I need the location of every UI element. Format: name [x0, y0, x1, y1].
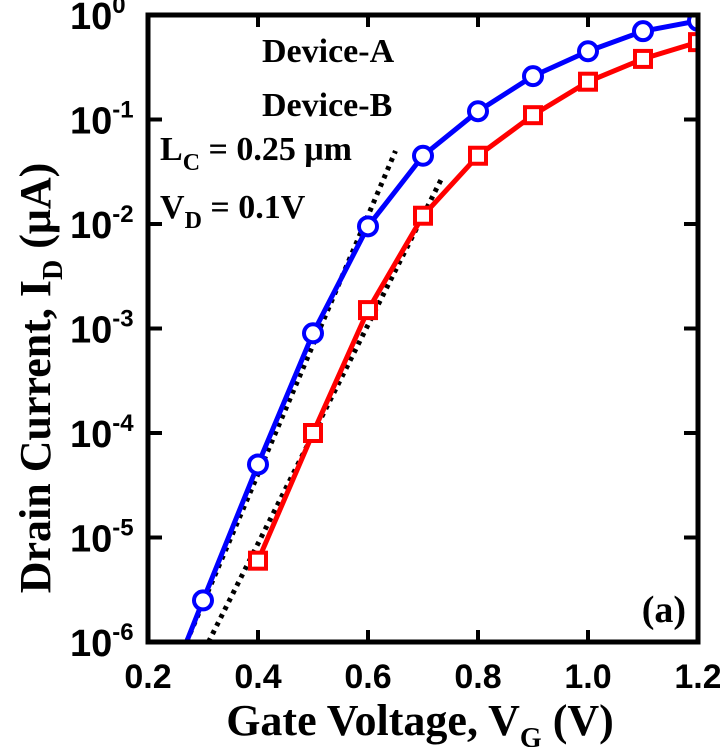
- panel-label: (a): [642, 589, 686, 631]
- y-tick-base: 10: [70, 0, 112, 38]
- y-tick-label: 10-4: [70, 410, 134, 456]
- x-tick-label: 0.4: [234, 658, 281, 696]
- data-point-device-a: [192, 589, 214, 612]
- y-tick-exponent: -5: [112, 515, 133, 542]
- x-tick-label: 1.2: [674, 658, 720, 696]
- annotation-channel-length: LC = 0.25 μm: [160, 131, 352, 176]
- axes: [145, 12, 701, 645]
- y-tick-label: 10-5: [70, 515, 134, 561]
- y-axis-label-main: Drain Current, I: [11, 280, 60, 593]
- y-tick-exponent: -1: [112, 97, 133, 124]
- x-axis-label-main: Gate Voltage, V: [226, 696, 520, 745]
- data-point-device-b: [578, 71, 598, 92]
- y-axis-label-unit: (μA): [11, 163, 60, 260]
- y-tick-label: 10-3: [70, 306, 134, 352]
- data-point-device-a: [412, 144, 434, 167]
- annotation-length-main: L: [160, 131, 183, 168]
- x-tick-label: 0.8: [454, 658, 501, 696]
- plot-area: [184, 15, 698, 642]
- y-axis-label: Drain Current, ID (μA): [11, 163, 69, 594]
- annotation-drain-voltage: VD = 0.1V: [160, 189, 306, 234]
- y-tick-label: 10-2: [70, 201, 134, 247]
- fit-line-2: [206, 176, 445, 642]
- data-point-device-b: [303, 423, 323, 443]
- annotation-length-sub: C: [183, 150, 200, 176]
- x-tick-label: 0.6: [344, 658, 391, 696]
- y-tick-exponent: -3: [112, 306, 133, 333]
- y-tick-exponent: 0: [112, 0, 125, 19]
- data-point-device-b: [413, 205, 433, 226]
- plot-frame: [145, 12, 701, 645]
- data-point-device-b: [688, 32, 698, 53]
- data-point-device-b: [358, 300, 378, 321]
- y-tick-label: 10-6: [70, 619, 134, 665]
- y-tick-base: 10: [70, 310, 112, 352]
- y-tick-base: 10: [70, 623, 112, 665]
- data-point-device-b: [523, 105, 543, 126]
- data-point-device-a: [522, 65, 544, 88]
- x-tick-label: 0.2: [124, 658, 171, 696]
- x-axis-label-sub: G: [520, 723, 542, 747]
- y-tick-exponent: -2: [112, 201, 133, 228]
- y-tick-base: 10: [70, 414, 112, 456]
- data-point-device-b: [248, 550, 268, 571]
- data-point-device-a: [632, 20, 654, 43]
- data-point-device-b: [633, 48, 653, 69]
- x-tick-label: 1.0: [564, 658, 611, 696]
- data-point-device-a: [357, 215, 379, 238]
- legend-device-a: Device-A: [262, 33, 395, 70]
- y-tick-exponent: -6: [112, 619, 133, 646]
- y-tick-base: 10: [70, 205, 112, 247]
- y-axis-label-sub: D: [38, 260, 69, 280]
- legend-device-b: Device-B: [262, 87, 392, 124]
- annotation-length-rest: = 0.25 μm: [200, 131, 352, 168]
- data-point-device-a: [467, 100, 489, 123]
- y-tick-exponent: -4: [112, 410, 134, 437]
- y-tick-base: 10: [70, 519, 112, 561]
- data-point-device-a: [302, 322, 324, 345]
- plot-content: [184, 15, 698, 642]
- annotation-vd-main: V: [160, 189, 185, 226]
- annotation-vd-sub: D: [185, 208, 202, 234]
- data-point-device-b: [468, 145, 488, 166]
- x-axis-label: Gate Voltage, VG (V): [226, 696, 614, 747]
- y-tick-label: 100: [70, 0, 126, 38]
- y-tick-base: 10: [70, 101, 112, 143]
- x-tick-labels: 0.2 0.4 0.6 0.8 1.0 1.2: [124, 658, 720, 696]
- annotation-vd-rest: = 0.1V: [202, 189, 306, 226]
- y-tick-label: 10-1: [70, 97, 134, 143]
- x-axis-label-unit: (V): [542, 696, 614, 745]
- data-point-device-a: [247, 453, 269, 476]
- data-point-device-a: [577, 40, 599, 63]
